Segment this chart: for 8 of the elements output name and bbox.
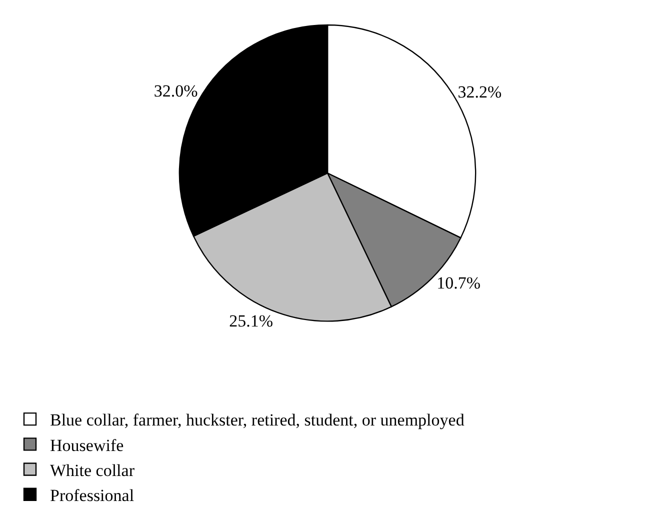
data-label: 32.0% [154,82,198,101]
data-label: 32.2% [458,82,502,102]
legend-label: White collar [50,460,135,480]
data-label: 25.1% [229,312,274,331]
legend-label: Blue collar, farmer, huckster, retired, student, or unemployed [50,410,465,430]
legend-label: Professional [50,486,134,505]
legend-label: Housewife [50,436,124,455]
data-label: 10.7% [436,273,481,292]
